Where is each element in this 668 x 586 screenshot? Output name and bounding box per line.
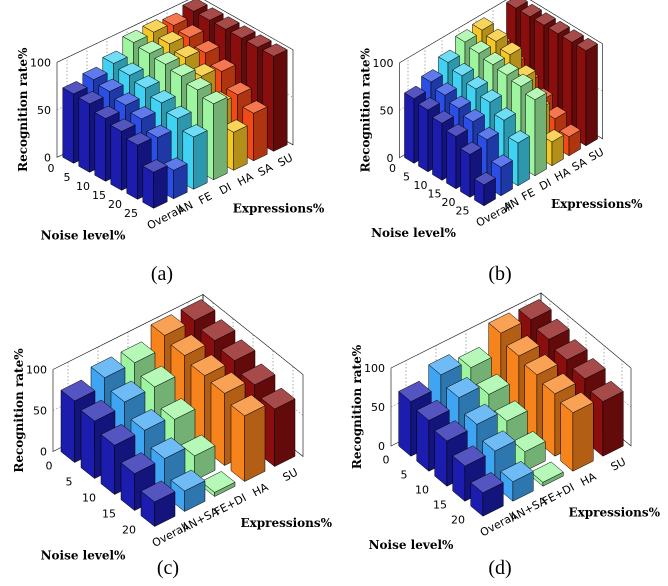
z-tick-label: 0 [40, 446, 47, 459]
z-axis-label: Recognition rate% [359, 48, 373, 173]
z-axis-label: Recognition rate% [16, 47, 30, 172]
y-tick-label: SA [256, 160, 276, 179]
y-tick-label: SU [276, 151, 295, 170]
x-tick-label: 20 [451, 514, 465, 527]
bar [474, 172, 496, 207]
x-tick-label: 0 [48, 162, 55, 175]
y-axis-label: Expressions% [240, 516, 332, 530]
bar [260, 387, 296, 468]
bar [242, 100, 268, 162]
z-tick-label: 50 [37, 104, 51, 117]
x-tick-label: 25 [456, 205, 470, 218]
x-tick-label: 5 [403, 171, 410, 184]
z-tick-label: 50 [33, 405, 47, 418]
z-axis-label: Recognition rate% [12, 348, 26, 473]
subplot-caption: (d) [488, 557, 511, 579]
bar [525, 86, 547, 177]
x-tick-label: 10 [76, 180, 90, 193]
y-tick-label: HA [250, 480, 270, 499]
z-tick-label: 100 [364, 362, 385, 375]
x-tick-label: 15 [428, 188, 442, 201]
bar [142, 159, 168, 209]
x-tick-label: 5 [64, 171, 71, 184]
x-tick-label: 25 [124, 207, 138, 220]
z-tick-label: 0 [44, 151, 51, 164]
y-tick-label: SU [609, 455, 628, 474]
y-tick-label: HA [235, 170, 255, 189]
z-tick-label: 0 [387, 152, 394, 165]
bar [202, 90, 228, 181]
bars [60, 299, 296, 528]
y-axis-label: Expressions% [568, 505, 660, 519]
z-tick-label: 100 [30, 56, 51, 69]
y-tick-label: DI [217, 180, 233, 197]
z-tick-label: 100 [26, 364, 47, 377]
z-axis-label: Recognition rate% [350, 344, 364, 469]
y-tick-label: DI [537, 176, 553, 193]
y-tick-label: FE+DI [212, 491, 248, 519]
bar [182, 124, 208, 190]
y-tick-label: HA [578, 470, 598, 489]
bar [491, 154, 513, 197]
bar [200, 471, 236, 498]
bars [62, 0, 288, 209]
x-axis-label: Noise level% [41, 228, 126, 242]
y-tick-label: SU [281, 466, 300, 485]
z-tick-label: 100 [373, 57, 394, 70]
x-tick-label: 20 [442, 196, 456, 209]
bar [230, 394, 266, 483]
subplot-caption: (b) [488, 263, 511, 285]
y-tick-label: SU [587, 145, 606, 164]
y-axis-label: Expressions% [551, 197, 643, 211]
x-tick-label: 0 [46, 460, 53, 473]
bar [560, 392, 594, 472]
bar [508, 130, 530, 187]
x-tick-label: 10 [415, 484, 429, 497]
x-axis-label: Noise level% [369, 538, 454, 552]
x-tick-label: 0 [389, 162, 396, 175]
bar [530, 461, 564, 487]
bar [170, 469, 206, 513]
x-tick-label: 10 [414, 179, 428, 192]
x-tick-label: 15 [92, 189, 106, 202]
bar [576, 37, 598, 147]
bar [262, 43, 288, 152]
bar [590, 380, 624, 457]
bar [470, 472, 504, 517]
y-tick-label: FE [196, 190, 214, 208]
x-tick-label: 15 [102, 508, 116, 521]
bar [140, 480, 176, 528]
z-tick-label: 50 [371, 401, 385, 414]
x-tick-label: 15 [433, 499, 447, 512]
y-tick-label: FE [519, 186, 537, 204]
y-tick-label: HA [552, 165, 572, 184]
subplot-caption: (a) [151, 263, 173, 285]
y-axis-label: Expressions% [233, 202, 325, 216]
bar [500, 461, 534, 502]
x-tick-label: 0 [383, 454, 390, 467]
x-tick-label: 5 [401, 469, 408, 482]
z-tick-label: 0 [378, 440, 385, 453]
z-tick-label: 50 [380, 104, 394, 117]
x-axis-label: Noise level% [371, 226, 456, 240]
x-axis-label: Noise level% [41, 549, 126, 563]
bars [404, 0, 598, 207]
bar [180, 434, 216, 482]
subplot-caption: (c) [157, 557, 179, 579]
y-tick-label: SA [570, 155, 590, 174]
x-tick-label: 10 [82, 492, 96, 505]
x-tick-label: 20 [108, 198, 122, 211]
x-tick-label: 20 [122, 524, 136, 537]
x-tick-label: 5 [66, 476, 73, 489]
bars [398, 299, 624, 517]
